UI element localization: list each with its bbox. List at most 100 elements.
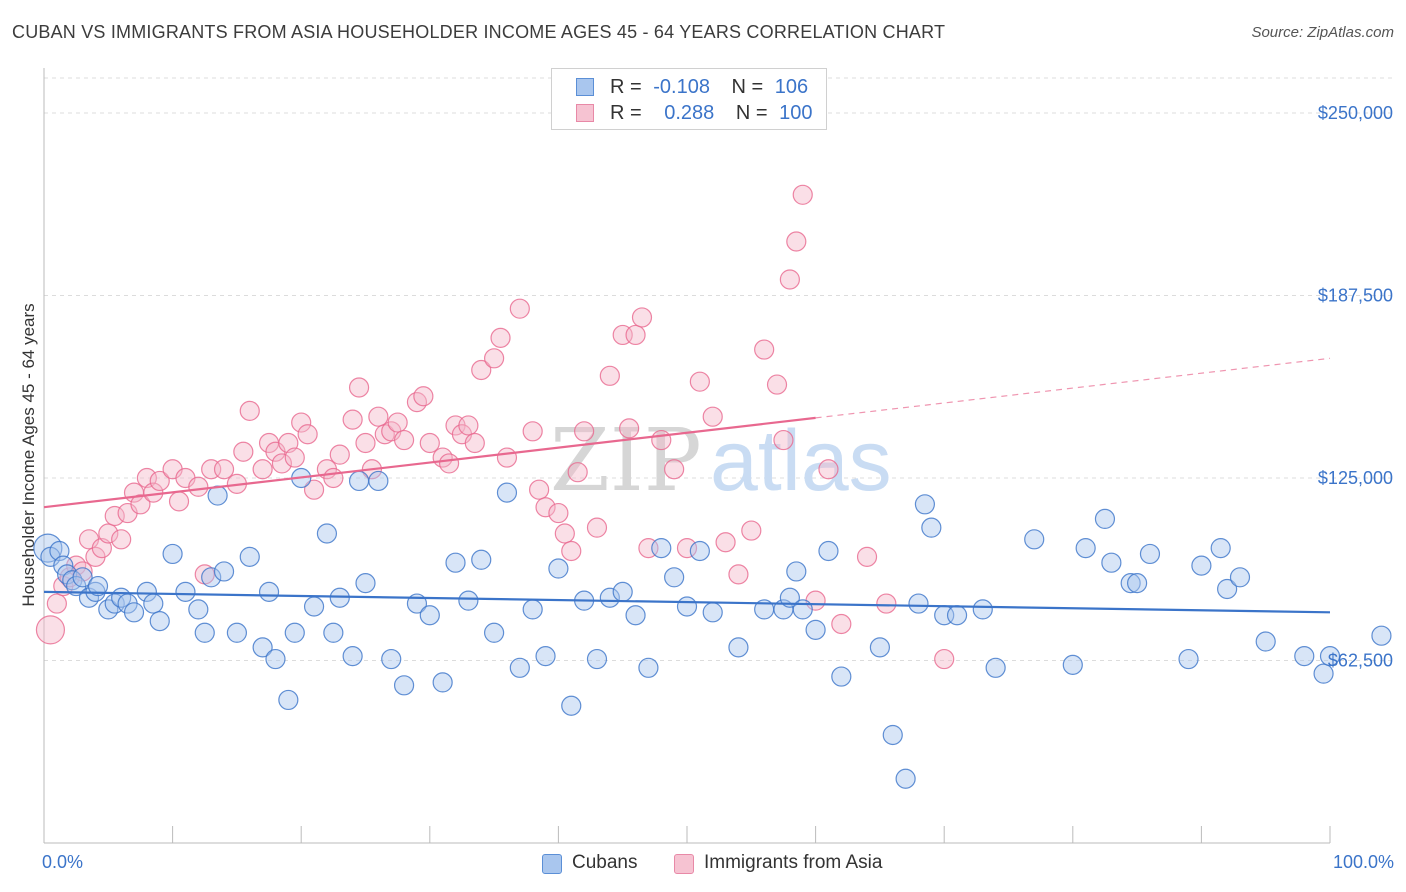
y-tick-label: $250,000 <box>1318 103 1393 123</box>
data-point <box>130 494 151 515</box>
data-point <box>567 462 588 483</box>
cubans-legend-swatch <box>542 854 562 874</box>
watermark: ZIP atlas <box>550 411 892 511</box>
data-point <box>471 549 492 570</box>
data-point <box>406 392 428 413</box>
data-point <box>303 596 325 617</box>
data-point <box>1319 646 1341 667</box>
data-point <box>651 537 672 559</box>
data-point <box>258 581 280 602</box>
data-point <box>1062 654 1083 675</box>
data-point <box>522 599 543 620</box>
data-point <box>188 599 209 620</box>
data-point <box>914 494 936 515</box>
data-point <box>46 593 67 614</box>
data-point <box>625 605 646 626</box>
data-point <box>619 418 640 439</box>
data-point <box>786 561 807 582</box>
data-point <box>728 637 749 658</box>
data-point <box>226 622 247 643</box>
data-point <box>895 768 916 789</box>
data-point <box>522 421 543 442</box>
series-legend: Cubans Immigrants from Asia <box>0 851 1406 877</box>
data-point <box>297 424 318 445</box>
data-point <box>561 695 582 716</box>
gridlines <box>44 77 1395 662</box>
data-point <box>1255 631 1276 652</box>
data-point <box>586 517 608 538</box>
data-point <box>123 602 145 623</box>
data-point <box>496 447 518 468</box>
data-point <box>1294 646 1315 667</box>
data-point <box>805 619 826 640</box>
data-point <box>239 546 260 567</box>
data-point <box>188 476 209 497</box>
data-point <box>676 537 698 559</box>
data-point <box>484 622 505 643</box>
y-tick-label: $62,500 <box>1328 651 1393 671</box>
data-point <box>316 523 338 544</box>
data-point <box>561 540 582 562</box>
data-point <box>1126 573 1148 594</box>
data-point <box>284 447 305 468</box>
data-point <box>323 467 344 489</box>
data-point <box>342 646 363 667</box>
asia-legend-swatch <box>674 854 694 874</box>
trend-lines <box>43 357 1331 614</box>
data-point <box>908 593 929 614</box>
data-point <box>490 327 511 348</box>
n-label: N = <box>735 102 768 124</box>
data-point <box>882 724 903 746</box>
data-point <box>143 593 164 614</box>
data-point <box>496 482 518 503</box>
data-point <box>419 432 440 454</box>
data-point <box>876 593 897 614</box>
data-point <box>664 567 685 588</box>
data-point <box>1094 508 1116 529</box>
data-point <box>779 269 800 290</box>
data-point <box>934 648 955 670</box>
legend-label-cubans: Cubans <box>572 852 638 873</box>
chart-title: CUBAN VS IMMIGRANTS FROM ASIA HOUSEHOLDE… <box>12 22 946 42</box>
asia-swatch <box>576 104 594 122</box>
y-tick-label: $125,000 <box>1318 468 1393 488</box>
data-point <box>355 432 376 454</box>
y-tick-label: $187,500 <box>1318 286 1393 306</box>
data-point <box>715 532 736 553</box>
stats-legend: R = -0.108 N = 106 R = 0.288 N = 100 <box>551 68 827 130</box>
data-point <box>702 602 723 623</box>
r-value-asia: 0.288 <box>664 102 715 124</box>
data-point <box>284 622 305 643</box>
data-point <box>1101 552 1122 573</box>
data-point <box>1024 529 1045 550</box>
data-point <box>831 666 852 687</box>
data-point <box>741 520 762 541</box>
cubans-swatch <box>576 78 594 96</box>
data-point <box>1191 555 1212 576</box>
data-point <box>87 575 109 597</box>
data-point <box>98 523 119 544</box>
data-point <box>342 409 363 430</box>
data-point <box>689 371 710 392</box>
r-value-cubans: -0.108 <box>653 76 710 98</box>
data-point <box>233 441 254 462</box>
data-point <box>252 459 273 480</box>
data-point <box>1217 578 1238 600</box>
data-point <box>869 637 891 658</box>
data-point <box>548 502 569 524</box>
data-point <box>728 564 749 585</box>
data-point <box>252 637 273 658</box>
data-point <box>1139 543 1161 565</box>
data-point <box>599 365 620 386</box>
data-point <box>168 491 190 512</box>
r-label: R = <box>610 76 642 98</box>
data-point <box>194 622 215 643</box>
data-point <box>631 307 653 328</box>
data-point <box>348 377 370 398</box>
data-point <box>104 505 125 527</box>
data-point <box>509 657 530 678</box>
data-point <box>529 479 550 500</box>
data-point <box>72 567 93 588</box>
data-point <box>625 324 646 346</box>
trend-line-asia-extrapolated <box>815 357 1331 419</box>
